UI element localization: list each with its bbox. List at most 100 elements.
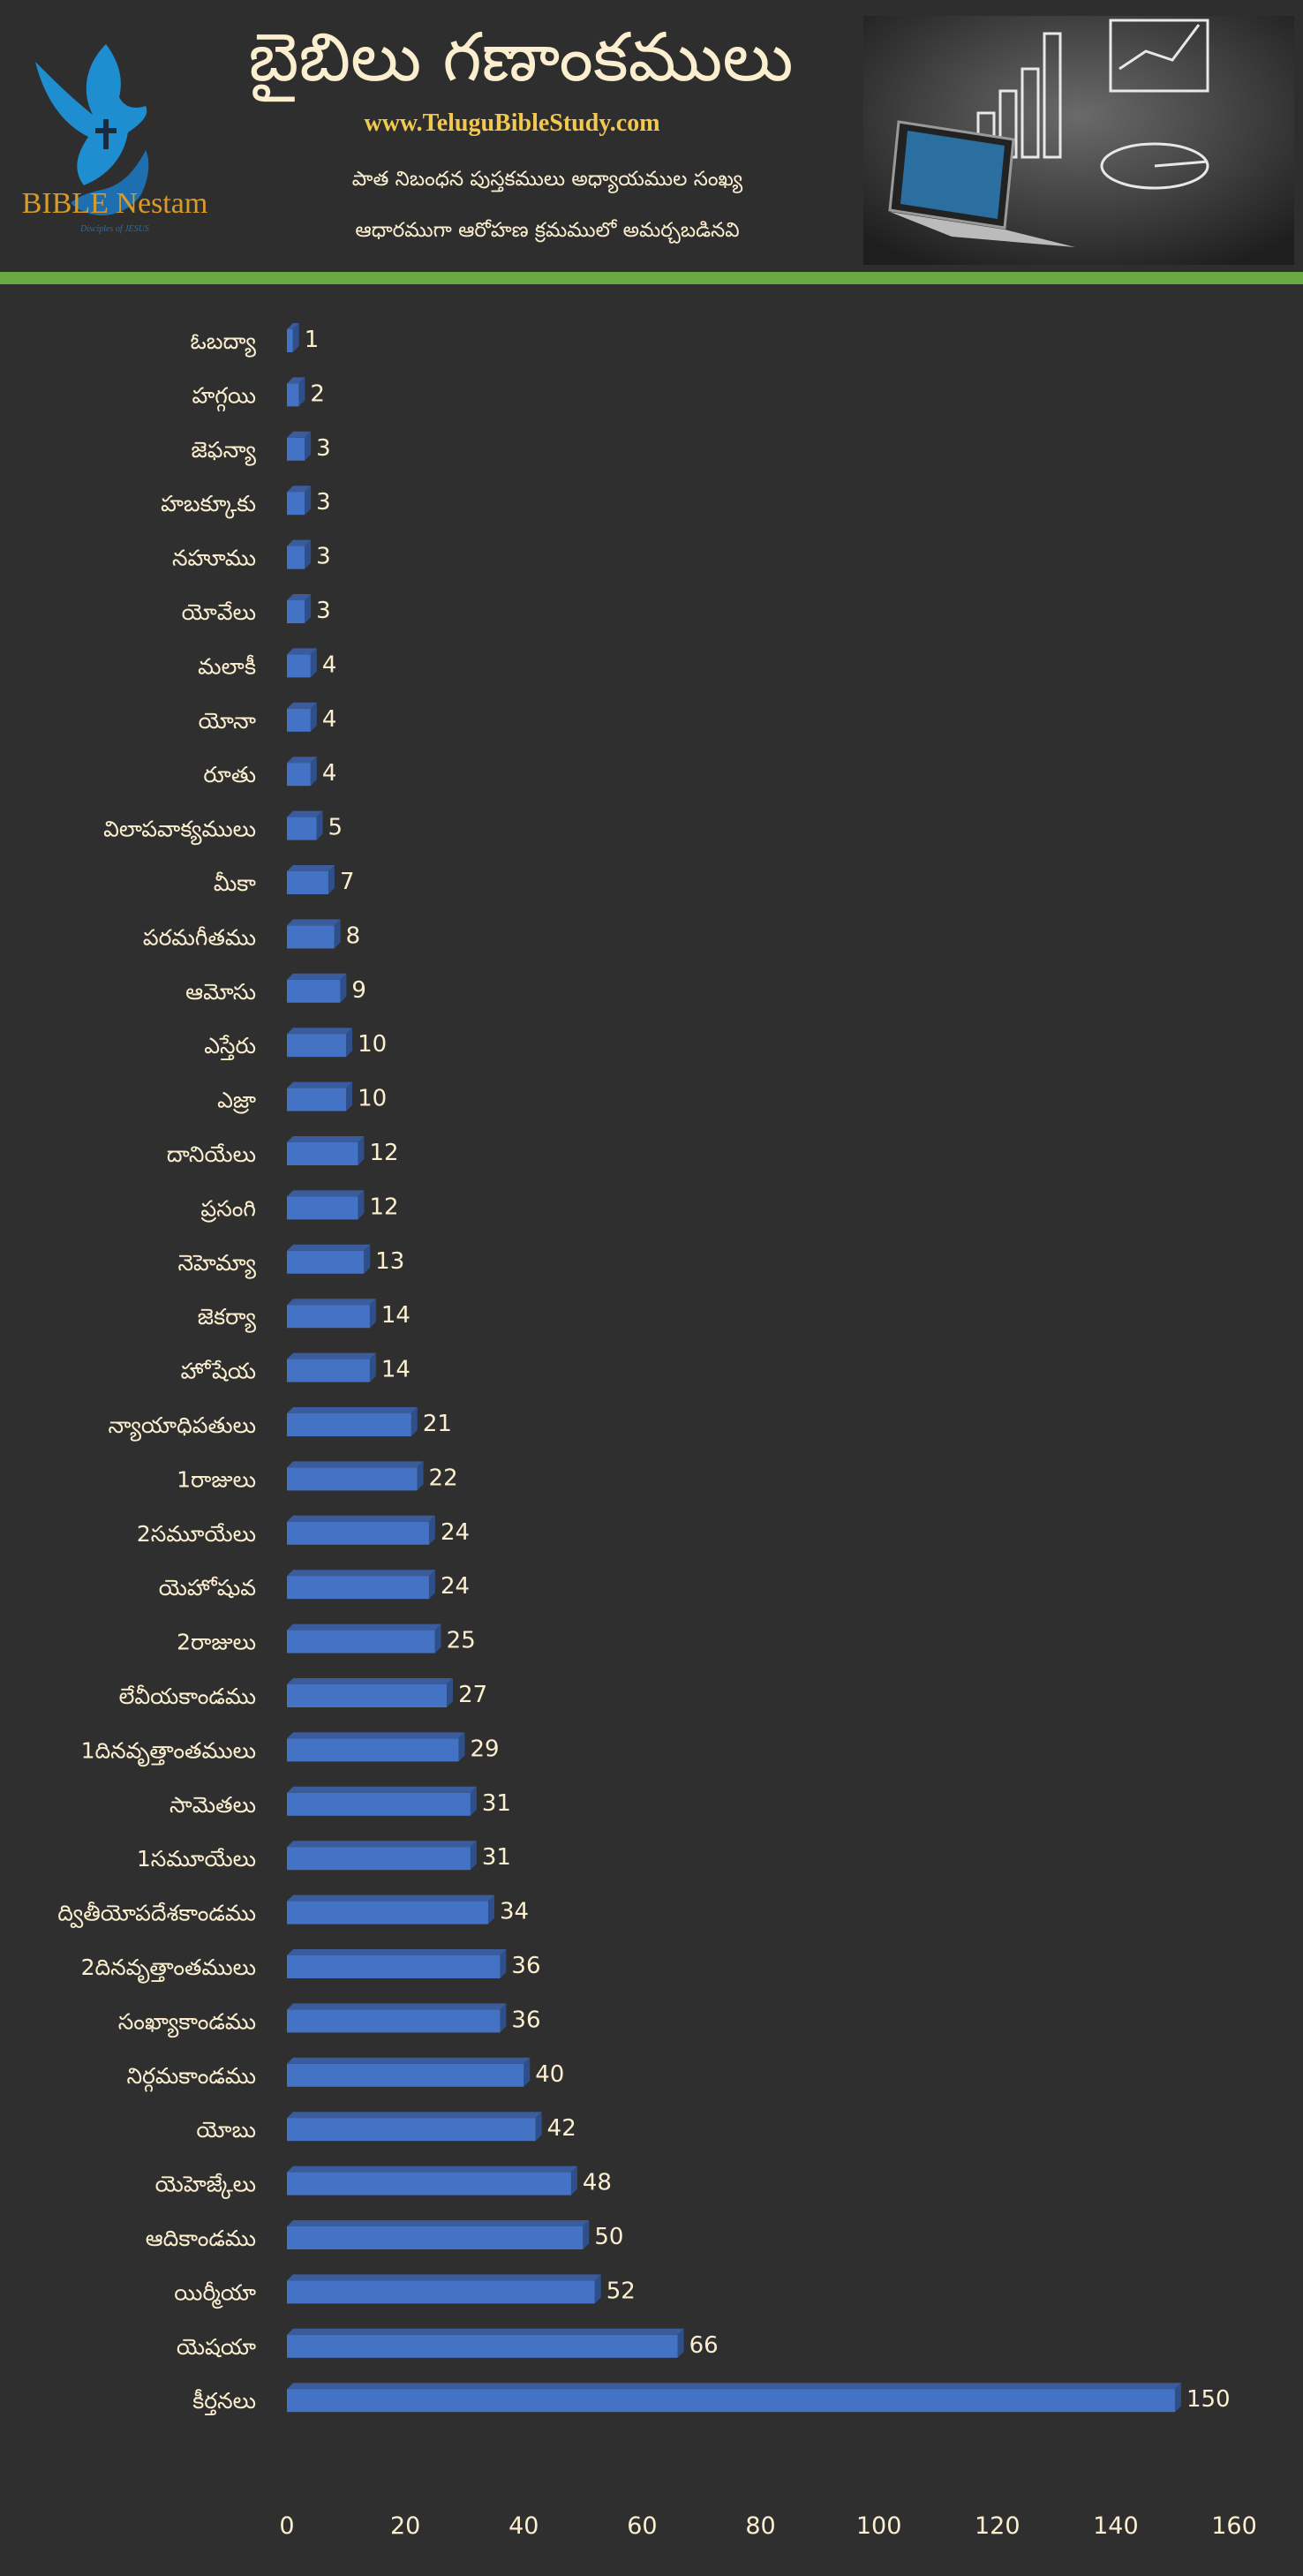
data-label: 36 xyxy=(511,1953,540,1979)
accent-stripe xyxy=(0,272,1303,284)
bar xyxy=(287,1407,418,1436)
bar-front xyxy=(287,492,305,516)
bar xyxy=(287,1190,365,1220)
category-label: హగ్గయి xyxy=(192,382,256,411)
bar xyxy=(287,810,323,840)
bar-side xyxy=(535,2112,542,2142)
bar-front xyxy=(287,437,305,461)
bar-front xyxy=(287,708,311,732)
bar-top xyxy=(287,1407,418,1413)
bar-top xyxy=(287,1352,376,1360)
data-label: 34 xyxy=(500,1899,529,1925)
data-label: 9 xyxy=(351,977,366,1004)
bar-side xyxy=(305,431,312,461)
data-label: 52 xyxy=(606,2278,636,2304)
subtitle-line-1: పాత నిబంధన పుస్తకములు అధ్యాయముల సంఖ్య xyxy=(351,168,743,191)
bar-top xyxy=(287,2383,1181,2390)
bar-front xyxy=(287,1684,448,1707)
category-label: నెహెమ్యా xyxy=(177,1250,256,1279)
data-label: 3 xyxy=(316,598,331,624)
category-label: ఆదికాండము xyxy=(146,2226,256,2251)
category-label: హబక్కూకు xyxy=(161,491,256,519)
bar-front xyxy=(287,2009,501,2033)
category-label: నహూము xyxy=(172,546,256,571)
bar-front xyxy=(287,329,293,352)
bar xyxy=(287,539,312,569)
bar-side xyxy=(458,1732,465,1762)
bar-top xyxy=(287,1894,495,1902)
data-label: 21 xyxy=(423,1411,452,1437)
bar-top xyxy=(287,1786,477,1793)
bar-side xyxy=(310,757,317,787)
bar-side xyxy=(298,377,305,407)
bar-side xyxy=(305,486,312,516)
bar xyxy=(287,1841,477,1871)
bar-front xyxy=(287,2226,584,2249)
bar-top xyxy=(287,1732,465,1739)
category-label: ఎజ్రా xyxy=(217,1088,256,1115)
bar xyxy=(287,2057,531,2087)
bar-top xyxy=(287,1299,376,1306)
data-label: 50 xyxy=(594,2224,623,2250)
bar-top xyxy=(287,1081,353,1088)
header: BIBLE Nestam Disciples of JESUS బైబిలు గ… xyxy=(0,0,1303,272)
bar-top xyxy=(287,1841,477,1848)
category-label: ఆమోసు xyxy=(185,979,256,1005)
bar-front xyxy=(287,2280,595,2304)
category-label: 2దినవృత్తాంతములు xyxy=(81,1955,256,1984)
bar-top xyxy=(287,2274,601,2281)
bar xyxy=(287,486,312,516)
bar xyxy=(287,2003,507,2033)
category-label: దానియేలు xyxy=(167,1141,256,1167)
bar-top xyxy=(287,810,323,817)
subtitle-line-2: ఆధారముగా ఆరోహణ క్రమములో అమర్చబడినవి xyxy=(355,219,740,242)
category-label: యోవేలు xyxy=(182,599,256,625)
category-label: మీకా xyxy=(214,870,256,896)
category-label: యోబు xyxy=(196,2117,256,2143)
website-link[interactable]: www.TeluguBibleStudy.com xyxy=(364,109,660,137)
bar-side xyxy=(428,1570,435,1600)
bar-top xyxy=(287,2220,590,2226)
bar xyxy=(287,1570,435,1600)
bar xyxy=(287,2165,577,2196)
bar-top xyxy=(287,486,312,493)
data-label: 14 xyxy=(381,1357,410,1383)
bar-front xyxy=(287,1738,459,1762)
bar xyxy=(287,648,317,678)
bar xyxy=(287,1894,495,1924)
bar-front xyxy=(287,1359,370,1382)
bar xyxy=(287,973,347,1003)
x-tick-label: 140 xyxy=(1093,2512,1139,2540)
bar-top xyxy=(287,757,317,764)
bar-top xyxy=(287,648,317,655)
bar-top xyxy=(287,1570,435,1577)
bar-top xyxy=(287,1028,353,1035)
bar xyxy=(287,594,312,623)
category-label: కీర్తనలు xyxy=(192,2388,256,2415)
bar-top xyxy=(287,865,335,871)
category-label: ద్వితీయోపదేశకాండము xyxy=(57,1901,256,1929)
bar-top xyxy=(287,1678,454,1684)
data-label: 2 xyxy=(310,380,325,407)
data-label: 31 xyxy=(482,1790,511,1817)
bar xyxy=(287,1136,365,1165)
data-label: 7 xyxy=(340,869,355,895)
bar-side xyxy=(488,1894,495,1924)
bar-front xyxy=(287,383,299,407)
bar-side xyxy=(434,1623,441,1653)
data-label: 24 xyxy=(441,1573,470,1600)
data-label: 42 xyxy=(547,2115,576,2142)
data-label: 4 xyxy=(322,652,337,678)
bar xyxy=(287,2220,590,2249)
data-label: 40 xyxy=(535,2061,564,2088)
bar-top xyxy=(287,1136,365,1142)
bar xyxy=(287,2112,542,2142)
bar-side xyxy=(583,2220,590,2249)
data-label: 4 xyxy=(322,760,337,787)
bar xyxy=(287,2383,1181,2413)
bar-front xyxy=(287,1792,471,1816)
bar-front xyxy=(287,1034,347,1058)
x-tick-label: 120 xyxy=(975,2512,1021,2540)
bar-top xyxy=(287,1515,435,1522)
x-tick-label: 160 xyxy=(1211,2512,1257,2540)
